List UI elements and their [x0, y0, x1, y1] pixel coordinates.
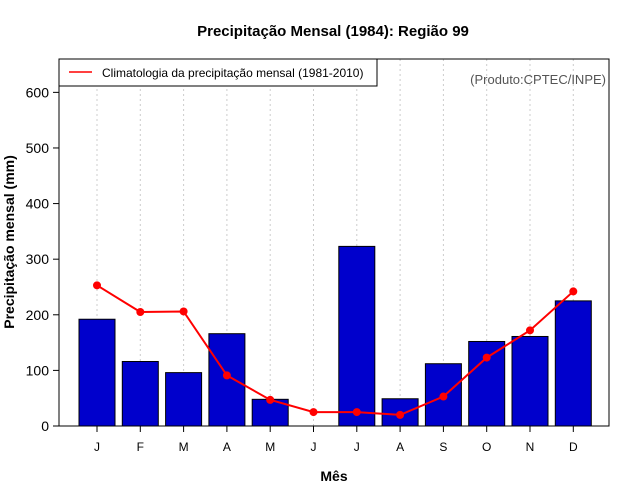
- x-tick-label: N: [526, 440, 535, 454]
- bar-d-12: [554, 300, 592, 427]
- y-axis-label: Precipitação mensal (mm): [1, 155, 17, 329]
- y-tick-label: 400: [26, 196, 50, 212]
- climatology-point-10: [482, 353, 491, 362]
- x-tick-label: S: [439, 440, 447, 454]
- x-tick-label: M: [265, 440, 275, 454]
- climatology-line: [93, 281, 578, 419]
- x-axis-label: Mês: [320, 468, 347, 484]
- climatology-point-4: [222, 371, 231, 380]
- climatology-point-8: [396, 410, 405, 419]
- bar-n-11: [511, 335, 549, 427]
- y-tick-label: 200: [26, 307, 50, 323]
- climatology-point-7: [352, 408, 361, 417]
- product-credit: (Produto:CPTEC/INPE): [470, 72, 606, 87]
- legend-box: [58, 58, 378, 87]
- x-tick-label: A: [396, 440, 404, 454]
- climatology-point-1: [93, 281, 101, 290]
- legend-entry-climatology: Climatologia da precipitação mensal (198…: [102, 66, 363, 80]
- x-tick-label: F: [137, 440, 144, 454]
- x-tick-label: M: [179, 440, 189, 454]
- y-tick-label: 0: [41, 418, 49, 434]
- chart-title: Precipitação Mensal (1984): Região 99: [197, 23, 469, 40]
- bar-a-4: [208, 333, 246, 427]
- climatology-point-11: [526, 326, 534, 335]
- climatology-point-6: [309, 408, 318, 417]
- x-tick-label: J: [354, 440, 360, 454]
- y-tick-label: 300: [26, 251, 50, 267]
- climatology-polyline: [96, 284, 574, 416]
- climatology-point-12: [569, 287, 578, 296]
- bar-o-10: [468, 340, 506, 427]
- legend: Climatologia da precipitação mensal (198…: [58, 58, 378, 87]
- climatology-point-9: [439, 392, 448, 401]
- bars: [78, 245, 592, 427]
- climatology-point-5: [266, 395, 275, 404]
- y-axis: 0 100 200 300 400 500 600: [26, 84, 59, 434]
- bar-j-1: [78, 318, 116, 427]
- climatology-point-2: [136, 308, 145, 317]
- climatology-point-3: [179, 307, 188, 316]
- x-tick-label: J: [311, 440, 317, 454]
- y-tick-label: 500: [26, 140, 50, 156]
- bar-m-3: [165, 372, 203, 427]
- x-tick-label: O: [482, 440, 491, 454]
- x-tick-label: J: [94, 440, 100, 454]
- x-tick-label: D: [569, 440, 578, 454]
- x-tick-label: A: [223, 440, 231, 454]
- y-tick-label: 100: [26, 362, 50, 378]
- bar-j-7: [338, 245, 376, 427]
- bar-f-2: [121, 360, 159, 427]
- y-tick-label: 600: [26, 84, 50, 100]
